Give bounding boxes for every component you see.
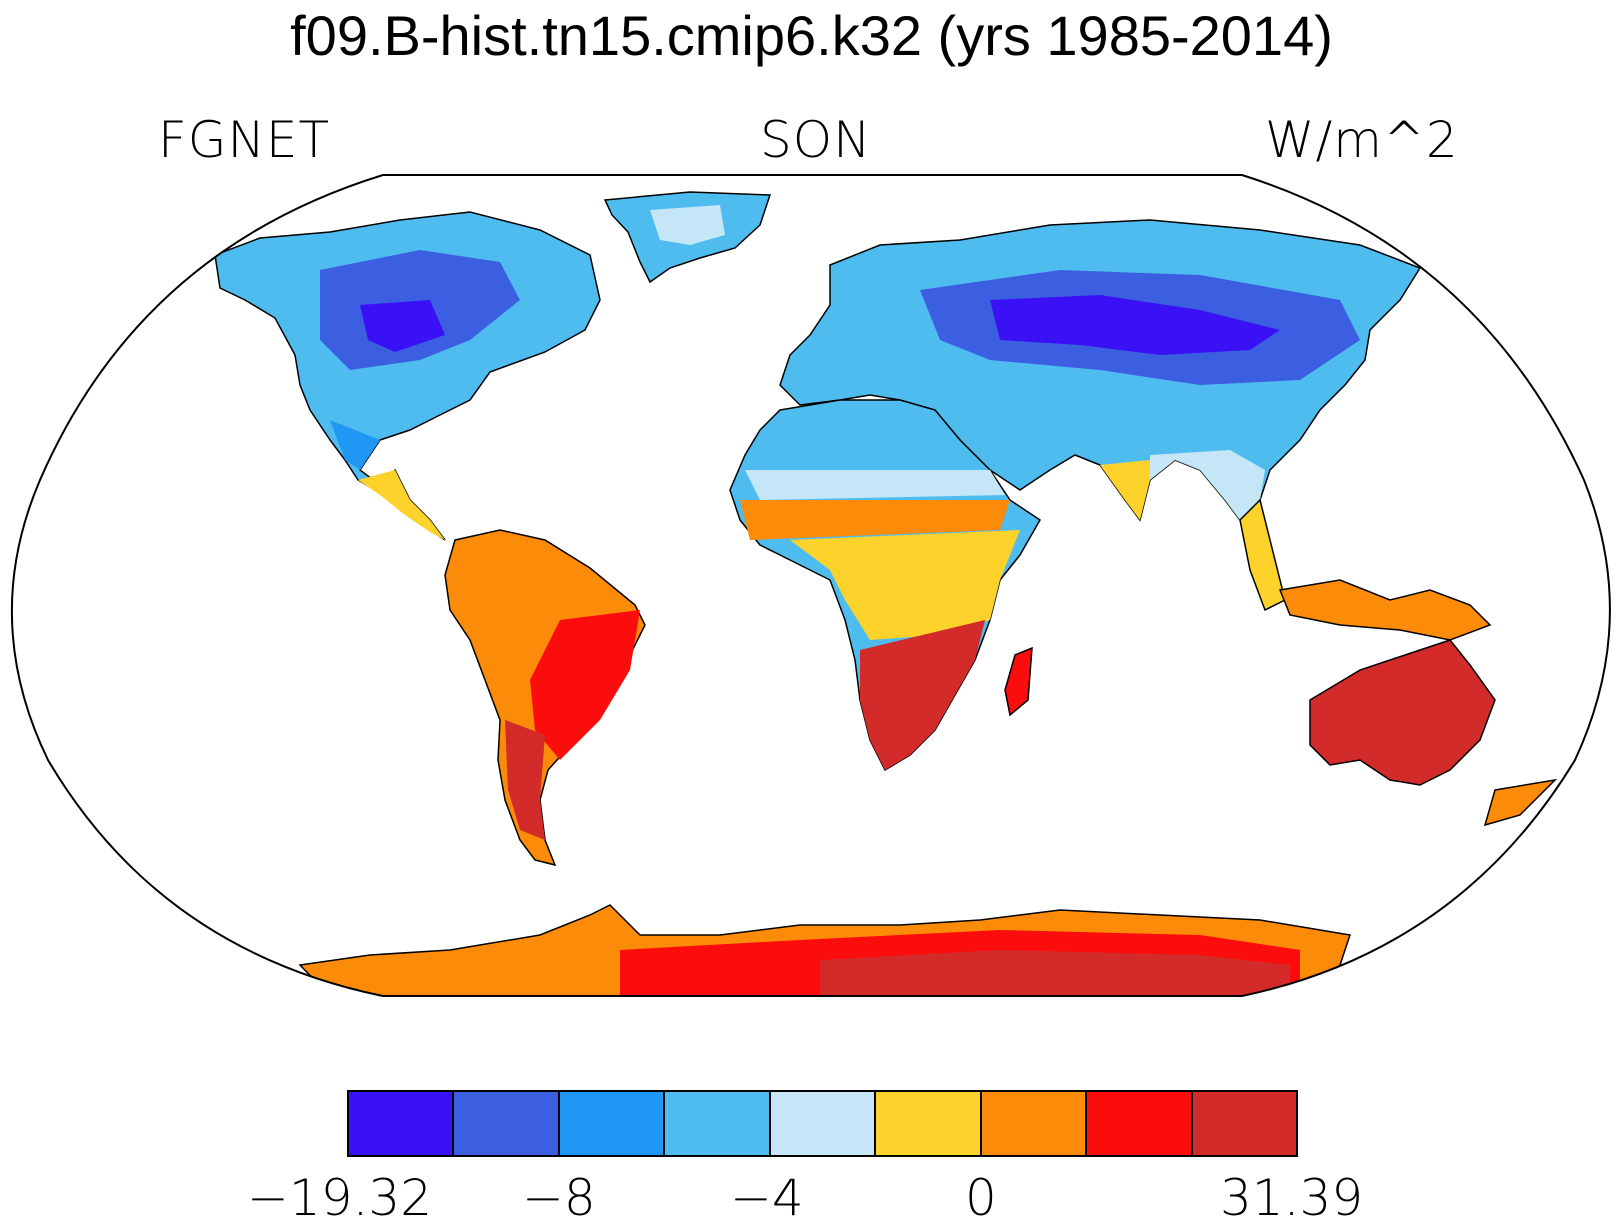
- colorbar-box-0: [349, 1092, 455, 1155]
- madagascar: [1004, 646, 1033, 717]
- na-core: [360, 300, 445, 352]
- colorbar-label-min: −19.32: [247, 1169, 433, 1227]
- sahel: [745, 470, 1005, 500]
- new-zealand: [1483, 778, 1558, 827]
- colorbar-box-7: [1087, 1092, 1193, 1155]
- colorbar-box-6: [981, 1092, 1088, 1155]
- model-label: FGNET: [158, 111, 331, 169]
- colorbar-label-minus4: −4: [730, 1169, 804, 1227]
- colorbar-box-4: [770, 1092, 877, 1155]
- colorbar-label-minus8: −8: [522, 1169, 596, 1227]
- plot-title: f09.B-hist.tn15.cmip6.k32 (yrs 1985-2014…: [290, 4, 1333, 67]
- sa-east: [530, 610, 640, 760]
- colorbar-label-zero: 0: [965, 1169, 997, 1227]
- india-edge: [1100, 460, 1150, 520]
- se-asia: [1239, 498, 1286, 612]
- greenland-core: [650, 205, 725, 245]
- colorbar-box-8: [1192, 1092, 1296, 1155]
- map-outline: [10, 174, 1611, 997]
- indonesia: [1278, 579, 1492, 641]
- na-south: [330, 420, 380, 470]
- sahel-south: [740, 500, 1010, 540]
- colorbar-box-3: [665, 1092, 771, 1155]
- colorbar-box-2: [559, 1092, 666, 1155]
- colorbar: [347, 1090, 1298, 1157]
- colorbar-box-5: [876, 1092, 982, 1155]
- central-america: [358, 470, 445, 540]
- colorbar-label-max: 31.39: [1220, 1169, 1364, 1227]
- central-africa: [790, 530, 1020, 640]
- antarctica-core: [820, 950, 1290, 996]
- south-asia: [1150, 450, 1265, 520]
- asia-core: [990, 295, 1280, 355]
- season-label: SON: [760, 111, 872, 169]
- australia-region: [1309, 639, 1496, 786]
- sa-south: [505, 720, 545, 840]
- southern-africa: [860, 620, 985, 770]
- colorbar-box-1: [454, 1092, 560, 1155]
- units-label: W/m^2: [1265, 111, 1459, 169]
